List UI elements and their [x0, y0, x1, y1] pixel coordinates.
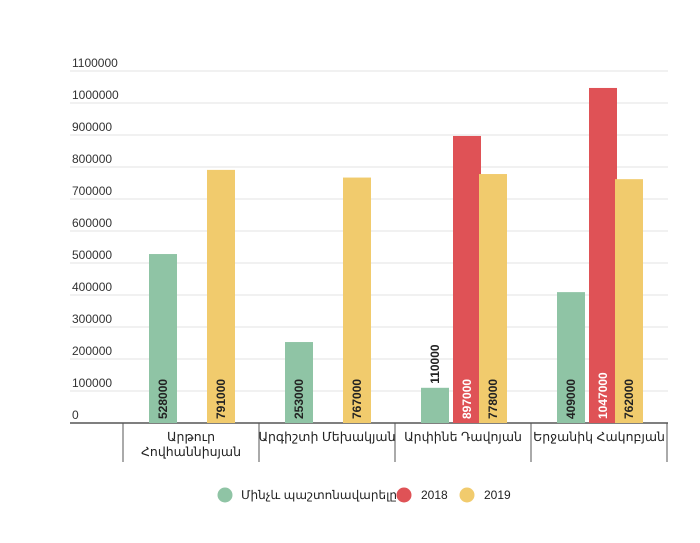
data-label: 778000 — [486, 379, 500, 419]
y-tick-label: 600000 — [72, 216, 112, 230]
y-tick-label: 700000 — [72, 184, 112, 198]
x-tick-label: Արփինե Դավոյան — [404, 430, 522, 444]
bar-2-4 — [589, 87, 617, 424]
y-tick-label: 300000 — [72, 312, 112, 326]
y-tick-label: 1000000 — [72, 88, 119, 102]
data-label: 409000 — [564, 379, 578, 419]
y-tick-label: 500000 — [72, 248, 112, 262]
y-tick-label: 800000 — [72, 152, 112, 166]
bar-2-3 — [453, 135, 481, 423]
y-tick-label: 400000 — [72, 280, 112, 294]
data-label: 897000 — [460, 379, 474, 419]
y-tick-label: 100000 — [72, 376, 112, 390]
bar-3-3 — [479, 174, 507, 423]
y-tick-label: 900000 — [72, 120, 112, 134]
bar-3-4 — [615, 179, 643, 423]
x-tick-label: Արգիշտի Մեխակյան — [258, 430, 395, 444]
bar-1-2 — [285, 342, 313, 423]
bar-1-1 — [149, 254, 177, 423]
legend-swatch — [396, 487, 412, 503]
y-tick-label: 200000 — [72, 344, 112, 358]
data-label: 110000 — [428, 344, 442, 384]
legend-label: Մինչև պաշտոնավարելը — [241, 488, 397, 502]
y-tick-label: 1100000 — [72, 56, 118, 70]
bar-3-1 — [207, 169, 235, 423]
data-label: 767000 — [350, 379, 364, 419]
data-label: 528000 — [156, 379, 170, 419]
legend-label: 2018 — [421, 488, 448, 502]
y-tick-label: 0 — [72, 408, 79, 422]
data-label: 791000 — [214, 379, 228, 419]
data-label: 253000 — [292, 379, 306, 419]
legend-swatch — [459, 487, 475, 503]
x-tick-label: Հովհաննիսյան — [141, 445, 241, 459]
bar-3-2 — [343, 177, 371, 423]
data-label: 762000 — [622, 379, 636, 419]
bar-1-4 — [557, 292, 585, 423]
x-tick-label: Արթուր — [167, 430, 215, 444]
bar-1-3 — [421, 387, 449, 423]
legend-swatch — [217, 487, 233, 503]
x-tick-label: Երջանիկ Հակոբյան — [533, 430, 665, 444]
data-label: 1047000 — [596, 372, 610, 419]
legend-label: 2019 — [484, 488, 511, 502]
